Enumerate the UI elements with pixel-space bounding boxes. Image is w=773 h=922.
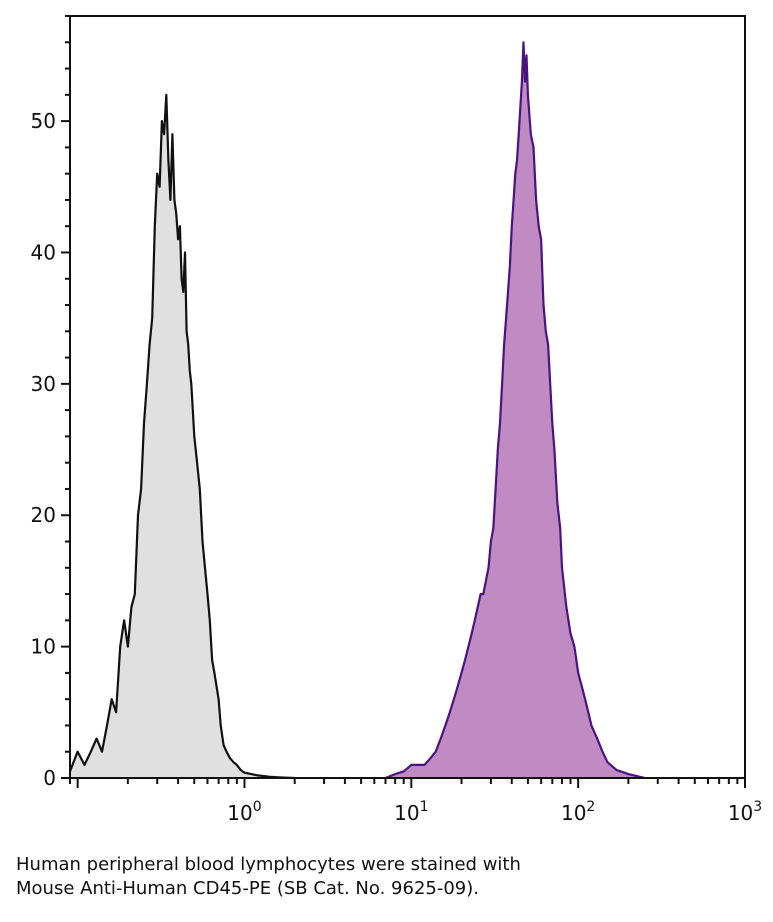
y-tick-label-30: 30 [31, 372, 56, 396]
x-tick-label-3: 103 [728, 799, 762, 825]
y-tick-label-40: 40 [31, 240, 56, 264]
series-1-area [70, 94, 295, 779]
caption-line-2: Mouse Anti-Human CD45-PE (SB Cat. No. 96… [16, 878, 479, 899]
figure-caption: Human peripheral blood lymphocytes were … [16, 853, 756, 901]
series-2-area [385, 42, 645, 779]
x-tick-label-2: 102 [561, 799, 595, 825]
series-1-line [68, 93, 295, 780]
histogram-chart: 0 10 20 30 40 50 100 101 102 103 [31, 15, 762, 825]
plot-frame [69, 15, 746, 779]
x-axis: 100 101 102 103 [69, 778, 762, 825]
y-tick-label-50: 50 [31, 109, 56, 133]
y-tick-label-10: 10 [31, 635, 56, 659]
series-2-line [385, 41, 645, 780]
x-tick-label-0: 100 [227, 799, 261, 825]
caption-line-1: Human peripheral blood lymphocytes were … [16, 854, 521, 875]
x-tick-label-1: 101 [394, 799, 428, 825]
y-tick-label-0: 0 [43, 766, 56, 790]
y-tick-label-20: 20 [31, 503, 56, 527]
series-layer [68, 41, 645, 780]
y-axis: 0 10 20 30 40 50 [31, 15, 70, 790]
